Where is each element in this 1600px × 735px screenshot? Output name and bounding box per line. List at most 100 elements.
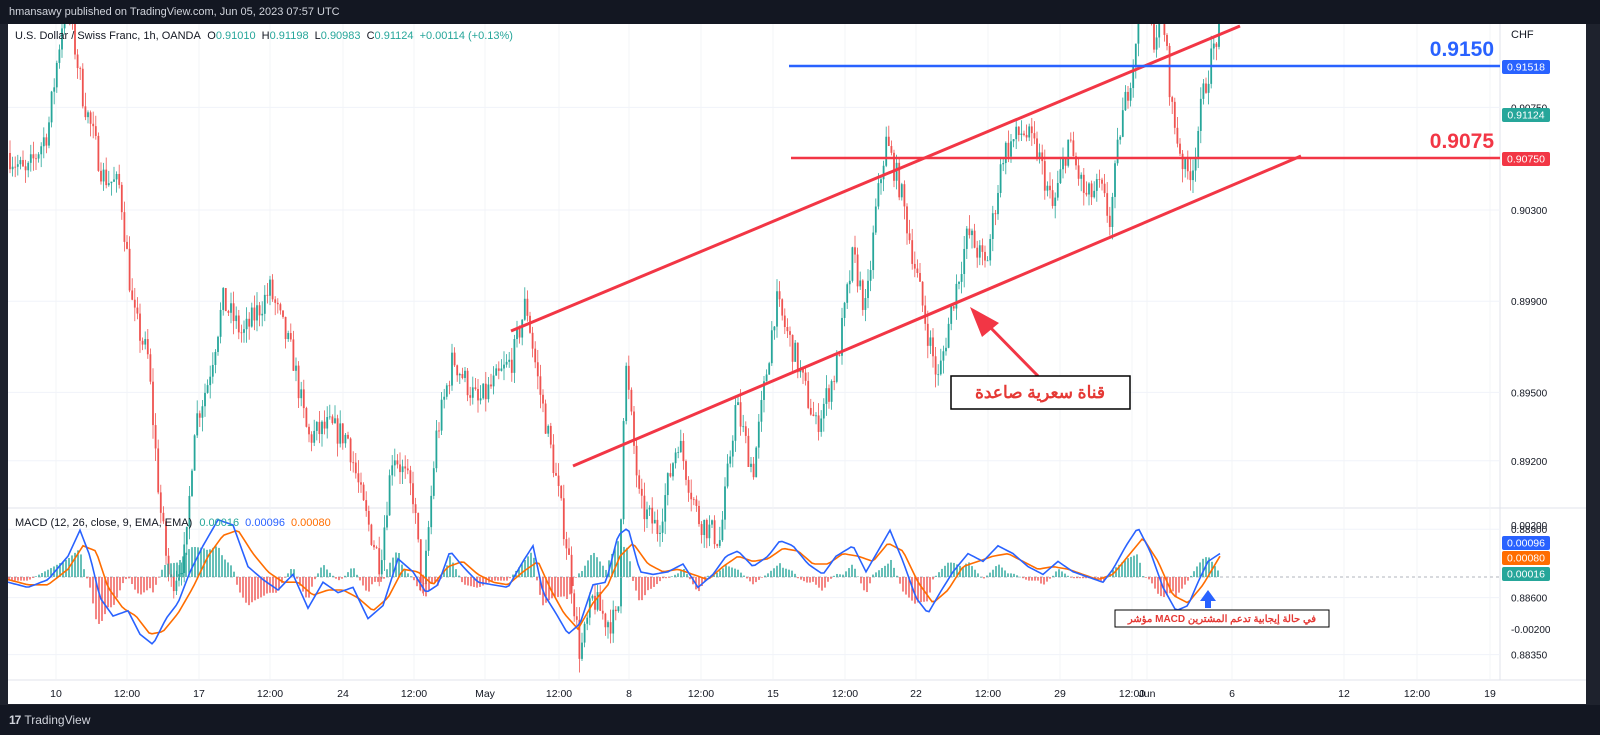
macd-histogram-bar <box>521 563 523 577</box>
macd-histogram-bar <box>212 547 214 577</box>
candle <box>11 156 14 177</box>
candle <box>188 486 191 540</box>
candle <box>781 298 784 321</box>
candle <box>211 352 214 384</box>
macd-histogram-bar <box>929 577 931 593</box>
macd-note-arrow <box>1200 590 1216 608</box>
macd-histogram-bar <box>818 577 820 588</box>
macd-histogram-bar <box>869 577 871 584</box>
macd-pane[interactable] <box>8 509 1500 679</box>
macd-histogram-bar <box>605 569 607 577</box>
macd-histogram-bar <box>773 568 775 577</box>
macd-histogram-bar <box>644 577 646 596</box>
candle <box>872 225 875 279</box>
candle <box>196 400 199 438</box>
candle <box>479 385 482 405</box>
macd-histogram-bar <box>1043 577 1045 585</box>
candle <box>916 259 919 278</box>
candle <box>1176 116 1179 148</box>
candle <box>1033 121 1036 145</box>
candle <box>939 348 942 376</box>
candle <box>27 161 30 178</box>
macd-histogram-bar <box>320 567 322 577</box>
candle <box>321 420 323 447</box>
macd-histogram-bar <box>356 574 358 577</box>
macd-histogram-bar <box>791 570 793 577</box>
candle <box>339 410 342 448</box>
time-tick-label: 19 <box>1484 688 1496 700</box>
candle <box>308 423 310 443</box>
candle <box>921 281 924 313</box>
macd-histogram-bar <box>299 577 301 586</box>
macd-histogram-bar <box>155 577 157 585</box>
candle <box>81 63 84 109</box>
macd-histogram-bar <box>899 577 901 584</box>
macd-histogram-bar <box>560 577 562 597</box>
macd-histogram-bar <box>974 569 976 577</box>
candle <box>222 287 225 316</box>
channel-lower-line[interactable] <box>572 154 1302 468</box>
macd-histogram-bar <box>956 564 958 577</box>
candle <box>300 381 303 407</box>
candle <box>50 90 53 128</box>
candle <box>245 307 248 343</box>
macd-histogram-bar <box>884 565 886 577</box>
candle <box>1028 123 1031 141</box>
badge-top-level-text: 0.91518 <box>1507 62 1545 74</box>
badge-hist-text: 0.00016 <box>1507 569 1545 581</box>
candle <box>549 422 552 449</box>
candle <box>1173 97 1176 135</box>
macd-histogram-bar <box>266 577 268 594</box>
candle <box>565 531 568 560</box>
candle <box>9 140 11 174</box>
macd-histogram-bar <box>506 577 508 581</box>
candle <box>807 372 810 410</box>
macd-histogram-bar <box>977 573 979 577</box>
macd-histogram-bar <box>365 577 367 591</box>
macd-histogram-bar <box>287 573 289 577</box>
macd-histogram-bar <box>524 560 526 577</box>
macd-histogram-bar <box>476 577 478 588</box>
candle <box>1192 159 1194 194</box>
macd-histogram-bar <box>995 566 997 577</box>
price-tick-label: 0.88600 <box>1511 594 1548 605</box>
macd-histogram-bar <box>830 577 832 579</box>
candle <box>783 308 786 335</box>
candle <box>1212 35 1215 60</box>
candle <box>1205 77 1207 94</box>
candle <box>560 484 563 501</box>
macd-histogram-bar <box>1118 564 1120 577</box>
candle <box>250 302 253 328</box>
candle <box>534 341 537 369</box>
candle <box>471 376 474 405</box>
macd-scale[interactable]: 0.00200 -0.00200 <box>1511 521 1551 636</box>
candle <box>456 364 459 382</box>
price-pane[interactable] <box>8 24 1500 507</box>
macd-histogram-bar <box>1067 575 1069 577</box>
candle <box>1051 179 1054 209</box>
macd-histogram-bar <box>650 577 652 589</box>
macd-histogram-bar <box>209 549 211 577</box>
candle <box>1002 157 1005 172</box>
macd-histogram-bar <box>368 577 370 592</box>
candle <box>854 235 856 264</box>
candle <box>110 181 113 196</box>
candle <box>144 331 147 350</box>
candle <box>1085 181 1088 197</box>
time-tick-label: 10 <box>50 688 62 700</box>
macd-histogram-bar <box>1001 567 1003 577</box>
macd-histogram-bar <box>323 565 325 577</box>
price-scale[interactable]: 0.881000.883500.886000.889000.892000.895… <box>1511 103 1548 718</box>
chart-svg[interactable]: 0.9150 0.9075 قناة سعرية صاعدة U.S. Doll… <box>7 0 1586 719</box>
price-legend: U.S. Dollar / Swiss Franc, 1h, OANDA O0.… <box>15 30 513 42</box>
macd-histogram-bar <box>1187 577 1189 581</box>
macd-legend-line: MACD (12, 26, close, 9, EMA, EMA) 0.0001… <box>15 517 331 529</box>
macd-histogram-bar <box>161 569 163 577</box>
channel-upper-line[interactable] <box>510 24 1241 333</box>
tradingview-logo[interactable]: 17 TradingView <box>9 705 90 735</box>
candle <box>776 279 778 338</box>
candle <box>1129 82 1132 107</box>
macd-histogram-bar <box>230 565 232 577</box>
macd-histogram-bar <box>272 577 274 593</box>
time-scale[interactable]: 10 12:00 17 12:00 24 12:00 May 12:00 8 12:00 15 12:… <box>50 688 1496 700</box>
